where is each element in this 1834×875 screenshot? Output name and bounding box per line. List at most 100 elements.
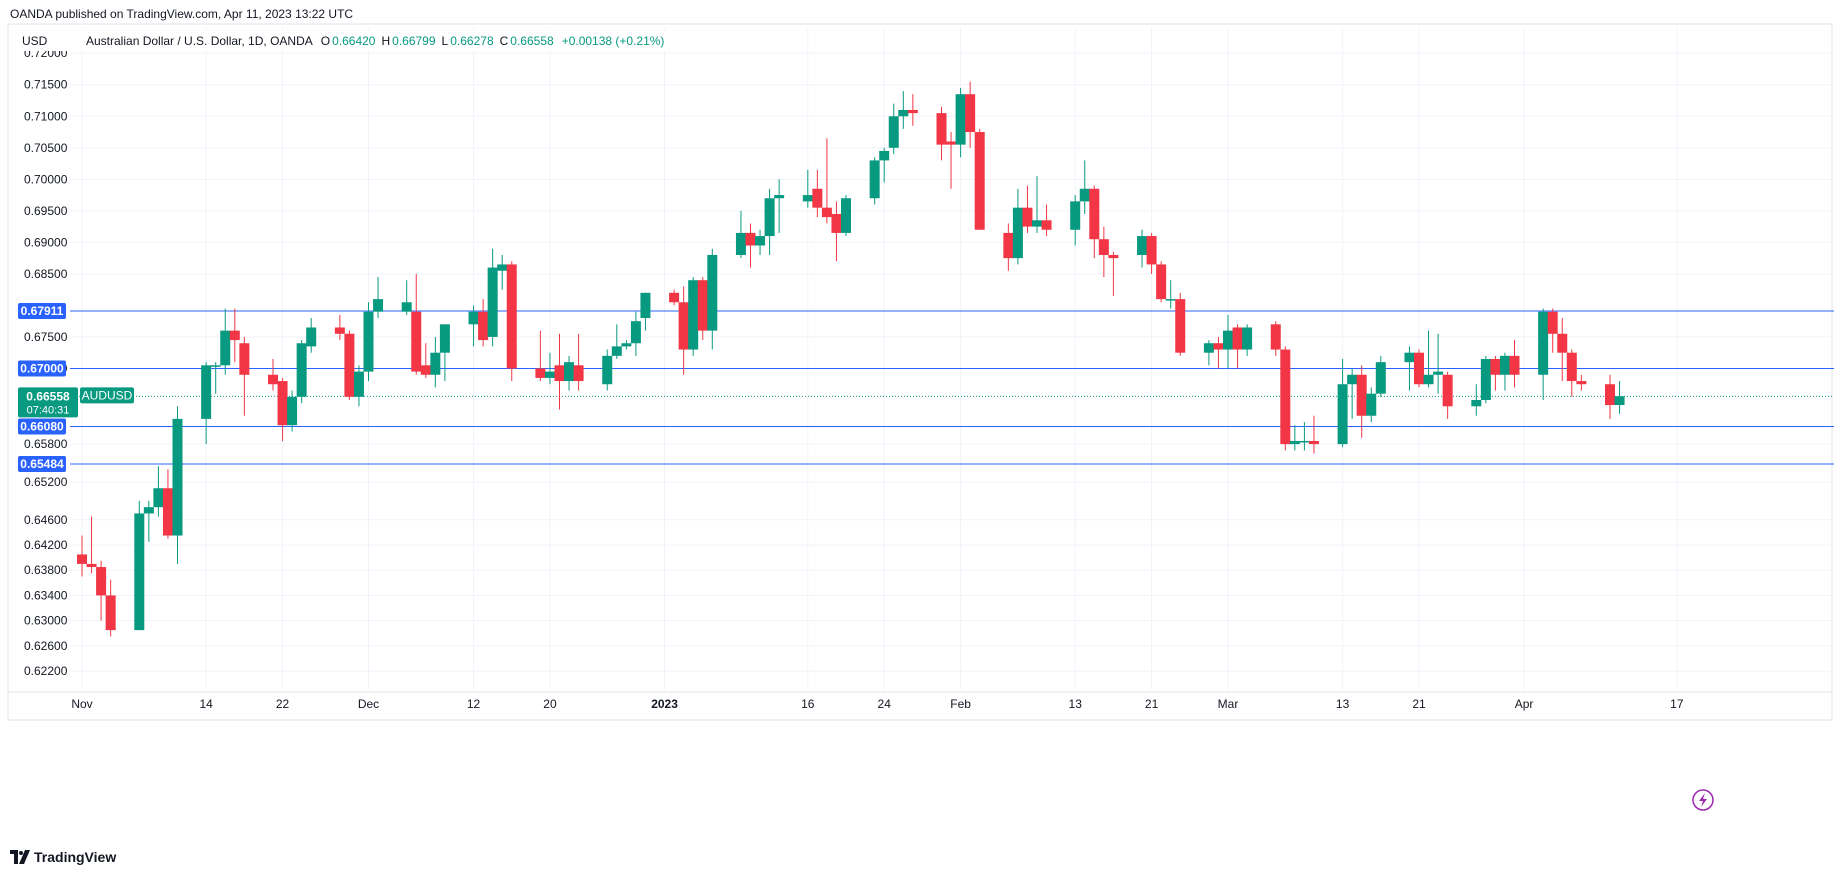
candle-body[interactable]	[812, 188, 823, 208]
candle-body[interactable]	[497, 264, 508, 271]
candle-body[interactable]	[268, 374, 278, 385]
candle-body[interactable]	[1414, 352, 1424, 385]
candle-body[interactable]	[955, 94, 966, 145]
candle-body[interactable]	[306, 327, 317, 347]
candle-body[interactable]	[688, 280, 699, 350]
candle-body[interactable]	[764, 198, 775, 237]
candle-body[interactable]	[1041, 220, 1052, 230]
candle-body[interactable]	[1614, 396, 1625, 406]
candle-body[interactable]	[1108, 254, 1119, 259]
candle-body[interactable]	[707, 254, 718, 331]
candle-body[interactable]	[544, 371, 555, 378]
candle-body[interactable]	[1557, 333, 1568, 353]
candle-body[interactable]	[1165, 299, 1176, 301]
candle-body[interactable]	[239, 343, 250, 375]
candle-body[interactable]	[697, 280, 708, 331]
candle-body[interactable]	[420, 365, 431, 375]
candle-body[interactable]	[353, 371, 364, 397]
candle-body[interactable]	[1509, 355, 1520, 375]
candle-body[interactable]	[401, 302, 412, 312]
candle-body[interactable]	[735, 232, 746, 255]
tradingview-brand[interactable]: TradingView	[34, 849, 117, 865]
candle-body[interactable]	[755, 236, 766, 246]
candle-body[interactable]	[1280, 349, 1291, 445]
candle-body[interactable]	[1480, 359, 1491, 400]
candle-body[interactable]	[1003, 232, 1014, 259]
candle-body[interactable]	[1232, 327, 1243, 350]
candle-body[interactable]	[573, 365, 584, 382]
candle-body[interactable]	[640, 292, 651, 319]
candle-body[interactable]	[1605, 384, 1615, 406]
candle-body[interactable]	[1576, 381, 1587, 385]
candle-body[interactable]	[1538, 311, 1549, 375]
candle-body[interactable]	[898, 109, 909, 117]
candle-body[interactable]	[831, 213, 842, 233]
candle-body[interactable]	[373, 299, 384, 312]
candle-body[interactable]	[296, 343, 307, 397]
candle-body[interactable]	[1299, 440, 1310, 443]
candle-body[interactable]	[1089, 188, 1100, 240]
candle-body[interactable]	[965, 94, 976, 133]
candle-body[interactable]	[1404, 352, 1415, 363]
candle-body[interactable]	[1223, 330, 1233, 350]
candle-body[interactable]	[669, 292, 680, 303]
candle-body[interactable]	[153, 488, 164, 508]
candle-body[interactable]	[506, 264, 517, 369]
candle-body[interactable]	[287, 396, 298, 426]
candle-body[interactable]	[678, 302, 689, 350]
candle-body[interactable]	[821, 207, 832, 218]
candle-body[interactable]	[888, 116, 899, 148]
candle-body[interactable]	[1566, 352, 1577, 382]
candle-body[interactable]	[1032, 220, 1042, 227]
candle-body[interactable]	[1146, 236, 1157, 265]
candle-body[interactable]	[1499, 355, 1510, 375]
candle-body[interactable]	[1547, 311, 1558, 334]
candle-body[interactable]	[1012, 207, 1023, 259]
candle-body[interactable]	[344, 333, 355, 397]
candle-body[interactable]	[1022, 207, 1033, 227]
candle-body[interactable]	[936, 113, 947, 145]
candle-body[interactable]	[745, 232, 756, 246]
candle-body[interactable]	[630, 321, 641, 344]
candle-body[interactable]	[220, 330, 231, 366]
candle-body[interactable]	[1337, 384, 1348, 445]
candle-body[interactable]	[554, 365, 565, 382]
candle-body[interactable]	[162, 488, 173, 536]
candle-body[interactable]	[172, 418, 183, 536]
candle-body[interactable]	[277, 381, 288, 426]
symbol-name[interactable]: Australian Dollar / U.S. Dollar, 1D, OAN…	[86, 34, 313, 48]
candle-body[interactable]	[1156, 264, 1167, 300]
candle-body[interactable]	[802, 195, 813, 202]
candle-body[interactable]	[1490, 359, 1501, 375]
candle-body[interactable]	[1270, 324, 1281, 350]
candle-body[interactable]	[1356, 374, 1367, 416]
candle-body[interactable]	[105, 595, 116, 631]
candle-body[interactable]	[1433, 371, 1444, 375]
candle-body[interactable]	[210, 365, 221, 367]
candle-body[interactable]	[1137, 236, 1148, 255]
candle-body[interactable]	[1242, 327, 1253, 350]
candle-body[interactable]	[478, 311, 489, 341]
candle-body[interactable]	[86, 563, 97, 568]
candle-body[interactable]	[535, 368, 546, 378]
candle-body[interactable]	[143, 507, 154, 514]
candle-body[interactable]	[430, 352, 441, 375]
candle-body[interactable]	[1308, 440, 1319, 445]
candle-body[interactable]	[1347, 374, 1358, 385]
candle-body[interactable]	[1375, 362, 1386, 394]
candle-body[interactable]	[96, 567, 107, 596]
candle-body[interactable]	[1423, 374, 1434, 385]
candle-body[interactable]	[134, 513, 145, 631]
candle-body[interactable]	[621, 343, 632, 347]
candle-body[interactable]	[229, 330, 240, 341]
candle-body[interactable]	[1175, 299, 1186, 353]
candle-body[interactable]	[774, 195, 785, 199]
candle-body[interactable]	[334, 327, 345, 334]
candle-body[interactable]	[1442, 374, 1453, 407]
candle-body[interactable]	[77, 554, 87, 564]
candle-body[interactable]	[946, 141, 957, 145]
candle-body[interactable]	[907, 109, 918, 114]
candle-body[interactable]	[879, 150, 890, 161]
candle-body[interactable]	[1079, 188, 1090, 202]
candle-body[interactable]	[363, 311, 374, 372]
